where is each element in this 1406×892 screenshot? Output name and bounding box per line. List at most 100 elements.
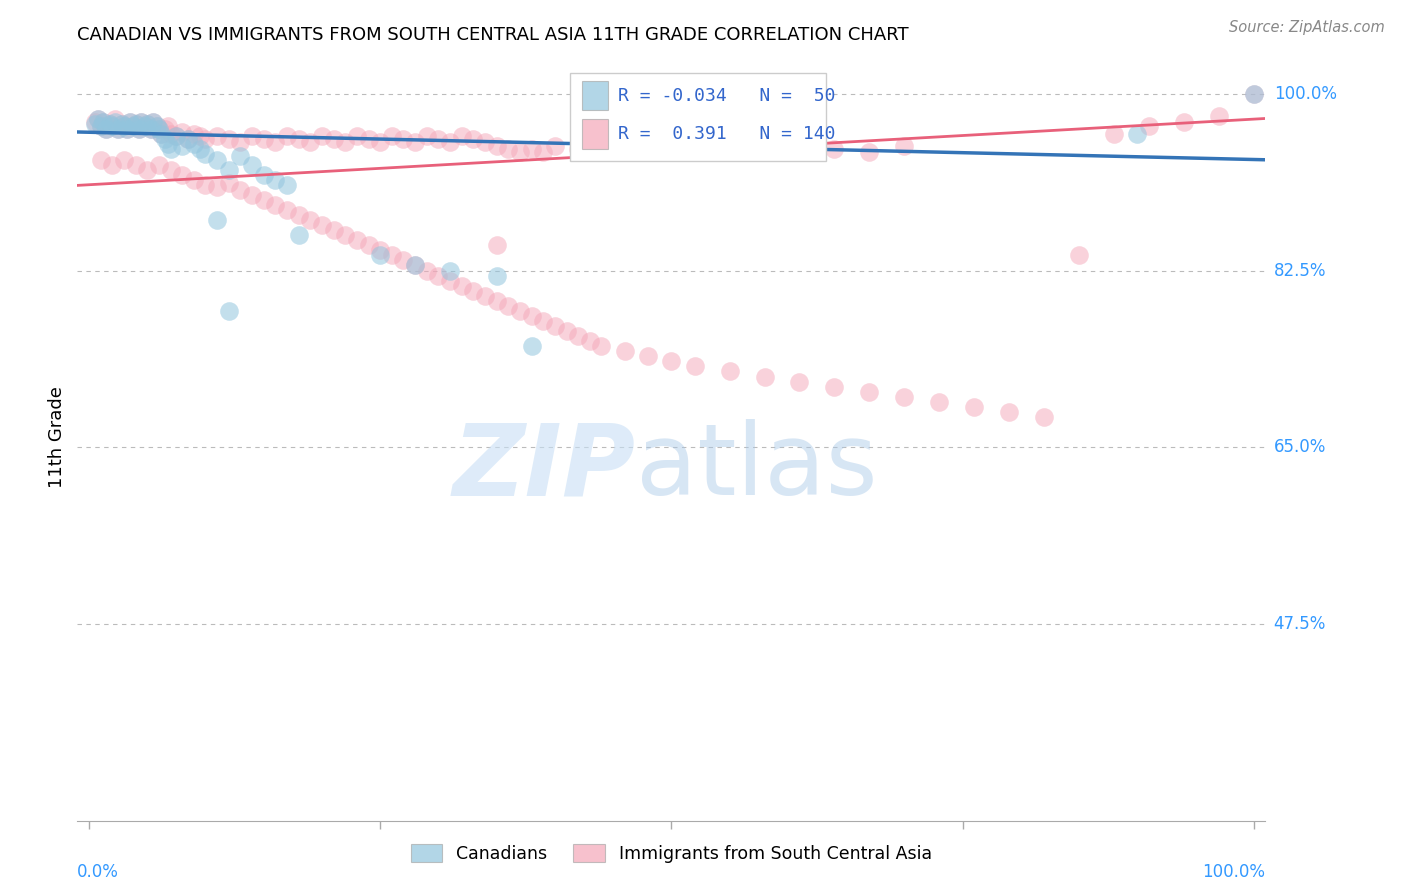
Point xyxy=(118,115,141,129)
Point xyxy=(124,117,146,131)
Point xyxy=(485,293,508,308)
Point xyxy=(131,115,153,129)
Point xyxy=(718,143,741,157)
Point xyxy=(136,117,159,131)
Point xyxy=(83,117,105,131)
Bar xyxy=(582,120,609,149)
Point xyxy=(1137,119,1160,133)
Point xyxy=(90,119,112,133)
Point xyxy=(498,299,520,313)
Point xyxy=(485,238,508,252)
Point xyxy=(205,179,228,194)
Point xyxy=(139,122,162,136)
Point xyxy=(1033,409,1056,424)
Point xyxy=(381,129,404,144)
Point xyxy=(148,122,170,136)
Point xyxy=(661,145,683,160)
Point xyxy=(754,369,776,384)
Point xyxy=(789,139,811,153)
Point xyxy=(240,157,263,171)
Point xyxy=(253,168,276,182)
Y-axis label: 11th Grade: 11th Grade xyxy=(48,386,66,488)
Point xyxy=(150,128,173,142)
Point xyxy=(90,153,112,167)
Text: ZIP: ZIP xyxy=(453,419,636,516)
Point xyxy=(157,119,180,133)
Point xyxy=(439,263,461,277)
Point xyxy=(439,136,461,150)
Point xyxy=(205,213,228,227)
Point xyxy=(1173,115,1195,129)
Point xyxy=(142,115,165,129)
Point xyxy=(229,183,252,197)
Point xyxy=(229,149,252,163)
Point xyxy=(520,339,543,353)
Point xyxy=(159,143,181,157)
Point xyxy=(240,187,263,202)
Point xyxy=(1243,87,1265,101)
Point xyxy=(131,115,153,129)
Point xyxy=(172,125,194,139)
Point xyxy=(450,129,472,144)
Point xyxy=(368,244,391,258)
Point xyxy=(287,228,309,243)
Point xyxy=(591,339,613,353)
Point xyxy=(153,132,176,146)
Text: 100.0%: 100.0% xyxy=(1274,85,1337,103)
Text: 65.0%: 65.0% xyxy=(1274,438,1326,456)
Point xyxy=(128,122,150,136)
Point xyxy=(112,119,135,133)
FancyBboxPatch shape xyxy=(571,73,825,161)
Point xyxy=(567,329,589,343)
Point xyxy=(287,132,309,146)
Point xyxy=(218,132,240,146)
Point xyxy=(683,359,706,374)
Point xyxy=(98,117,121,131)
Point xyxy=(520,309,543,323)
Point xyxy=(474,289,496,303)
Point xyxy=(83,115,105,129)
Point xyxy=(287,208,309,222)
Point xyxy=(240,129,263,144)
Point xyxy=(188,129,211,144)
Point xyxy=(218,304,240,318)
Point xyxy=(509,304,531,318)
Point xyxy=(299,213,322,227)
Point xyxy=(963,400,986,414)
Point xyxy=(823,143,845,157)
Point xyxy=(998,405,1021,419)
Point xyxy=(637,349,659,363)
Point xyxy=(139,122,162,136)
Text: atlas: atlas xyxy=(636,419,877,516)
Point xyxy=(1067,248,1090,262)
Point xyxy=(87,112,110,127)
Point xyxy=(229,136,252,150)
Point xyxy=(194,132,217,146)
Point xyxy=(335,136,357,150)
Point xyxy=(117,122,139,136)
Point xyxy=(264,136,287,150)
Point xyxy=(474,136,496,150)
Legend: Canadians, Immigrants from South Central Asia: Canadians, Immigrants from South Central… xyxy=(404,837,939,870)
Point xyxy=(98,117,121,131)
Point xyxy=(368,248,391,262)
Point xyxy=(276,178,298,192)
Point xyxy=(124,117,146,131)
Point xyxy=(322,223,344,237)
Point xyxy=(107,122,129,136)
Point xyxy=(112,153,135,167)
Point xyxy=(194,178,217,192)
Point xyxy=(392,132,415,146)
Point xyxy=(218,176,240,190)
Point xyxy=(134,119,156,133)
Point xyxy=(416,129,439,144)
Point xyxy=(122,119,145,133)
Point xyxy=(591,145,613,160)
Point xyxy=(183,172,205,186)
Point xyxy=(463,132,485,146)
Point xyxy=(148,122,170,136)
Point xyxy=(165,129,187,144)
Point xyxy=(450,278,472,293)
Point xyxy=(157,137,180,152)
Point xyxy=(531,314,554,328)
